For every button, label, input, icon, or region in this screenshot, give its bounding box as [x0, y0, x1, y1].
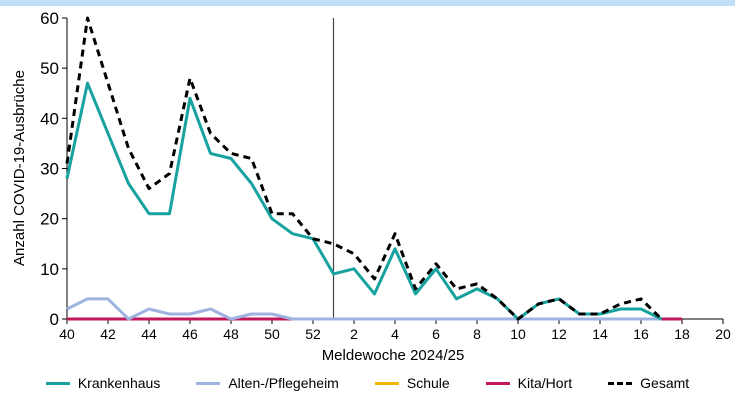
legend-item: Alten-/Pflegeheim: [196, 375, 339, 391]
series-line-krankenhaus: [65, 81, 663, 321]
top-accent-bar: [0, 0, 735, 6]
x-tick-label: 12: [551, 326, 567, 342]
legend-item: Krankenhaus: [45, 375, 161, 391]
x-tick-label: 44: [141, 326, 157, 342]
y-tick-label: 30: [40, 160, 59, 179]
y-tick-label: 50: [40, 59, 59, 78]
y-tick-label: 40: [40, 109, 59, 128]
legend: Krankenhaus Alten-/Pflegeheim Schule Kita/H…: [0, 372, 735, 394]
series-line-alten-pflegeheim: [66, 297, 662, 321]
x-tick-label: 20: [715, 326, 731, 342]
x-axis-label: Meldewoche 2024/25: [322, 347, 465, 364]
legend-label: Gesamt: [640, 375, 690, 391]
x-tick-label: 14: [592, 326, 608, 342]
y-tick-label: 60: [40, 9, 59, 28]
legend-item: Gesamt: [608, 375, 689, 391]
legend-label: Kita/Hort: [517, 375, 573, 391]
x-tick-label: 8: [473, 326, 481, 342]
legend-label: Alten-/Pflegeheim: [228, 375, 339, 391]
legend-swatch: [485, 381, 510, 385]
legend-swatch: [196, 381, 221, 385]
x-tick-label: 46: [182, 326, 198, 342]
legend-item: Schule: [374, 375, 450, 391]
x-tick-label: 6: [432, 326, 440, 342]
legend-label: Krankenhaus: [77, 375, 161, 391]
x-tick-label: 16: [633, 326, 649, 342]
y-tick-label: 10: [40, 260, 59, 279]
x-tick-label: 48: [223, 326, 239, 342]
x-tick-label: 50: [264, 326, 280, 342]
y-tick-label: 20: [40, 210, 59, 229]
series-layer: [65, 16, 682, 321]
legend-swatch: [608, 381, 633, 385]
x-tick-label: 42: [100, 326, 116, 342]
y-tick-label: 0: [50, 310, 59, 329]
x-tick-label: 18: [674, 326, 690, 342]
x-tick-label: 2: [350, 326, 358, 342]
series-line-gesamt: [65, 16, 663, 321]
x-tick-label: 4: [391, 326, 399, 342]
x-tick-label: 52: [305, 326, 321, 342]
legend-swatch: [45, 381, 70, 385]
legend-item: Kita/Hort: [485, 375, 573, 391]
y-axis-label: Anzahl COVID-19-Ausbrüche: [11, 70, 28, 266]
x-tick-label: 10: [510, 326, 526, 342]
legend-label: Schule: [406, 375, 450, 391]
x-tick-label: 40: [59, 326, 75, 342]
legend-swatch: [374, 381, 399, 385]
